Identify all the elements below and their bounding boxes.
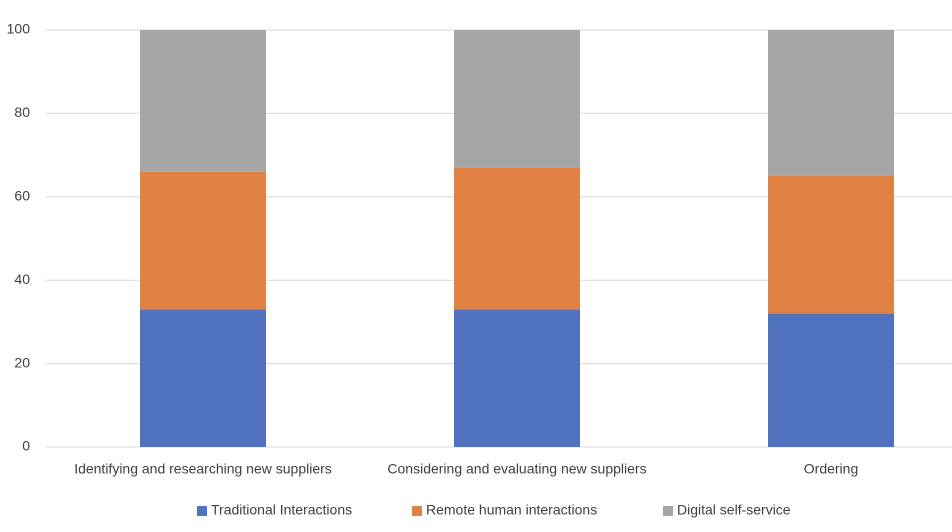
bar-segment [768, 313, 894, 447]
x-tick-label: Ordering [804, 461, 858, 477]
x-tick-label: Considering and evaluating new suppliers [387, 461, 646, 477]
y-tick-label: 0 [22, 438, 30, 454]
bar-segment [768, 30, 894, 176]
legend-swatch [412, 506, 422, 516]
y-tick-label: 40 [14, 271, 30, 287]
bar-segment [454, 167, 580, 310]
bar-segment [140, 309, 266, 447]
bar-segment [454, 309, 580, 447]
legend-label: Traditional Interactions [211, 502, 352, 518]
bar-segment [140, 30, 266, 172]
y-tick-label: 100 [7, 21, 31, 37]
bar-segment [140, 171, 266, 310]
legend-swatch [197, 506, 207, 516]
bar-segment [454, 30, 580, 168]
bar-segment [768, 175, 894, 314]
y-tick-label: 20 [14, 354, 30, 370]
y-tick-label: 60 [14, 188, 30, 204]
legend-label: Digital self-service [677, 502, 791, 518]
legend-swatch [663, 506, 673, 516]
y-tick-label: 80 [14, 104, 30, 120]
legend-label: Remote human interactions [426, 502, 597, 518]
x-tick-label: Identifying and researching new supplier… [74, 461, 332, 477]
